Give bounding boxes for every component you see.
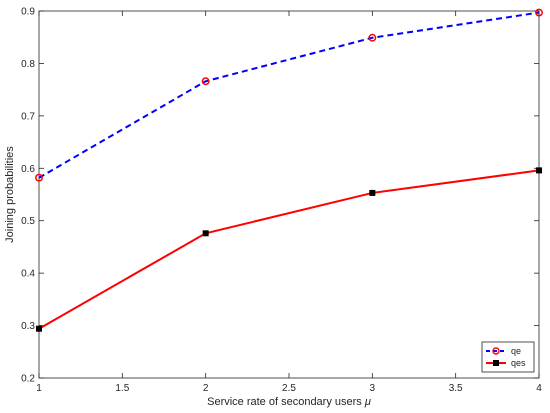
legend-box [481,341,535,373]
x-axis-label: Service rate of secondary users μ [207,396,371,408]
data-point [202,230,209,237]
legend: qe qes [481,341,535,373]
x-tick-label: 2.5 [282,383,296,394]
x-tick-label: 1 [36,383,42,394]
data-point [369,189,376,196]
y-tick-label: 0.6 [21,164,35,175]
x-axis: 1 1.5 2 2.5 3 3.5 4 [36,11,542,394]
x-tick-label: 4 [536,383,542,394]
legend-label: qes [511,358,526,368]
data-point [535,8,543,17]
y-tick-label: 0.3 [21,321,35,332]
plot-area [38,10,540,379]
y-tick-label: 0.4 [21,269,35,280]
data-point [368,33,377,42]
y-axis: 0.2 0.3 0.4 0.5 0.6 0.7 0.8 0.9 [21,7,539,385]
x-tick-label: 3.5 [449,383,463,394]
data-point [36,325,42,332]
series-qe [35,8,543,182]
series-layer [35,8,543,332]
series-qes [36,167,542,332]
legend-marker-qes [493,360,499,366]
data-point [536,167,542,174]
y-tick-label: 0.5 [21,216,35,227]
x-tick-label: 2 [203,383,209,394]
y-tick-label: 0.2 [21,374,35,385]
x-tick-label: 3 [370,383,376,394]
series-line-qes [38,169,540,330]
legend-label: qe [511,346,521,356]
y-tick-label: 0.9 [21,7,35,18]
data-point [201,77,210,86]
data-point [35,173,43,182]
legend-marker-qe [492,347,500,355]
y-tick-label: 0.7 [21,111,35,122]
y-tick-label: 0.8 [21,59,35,70]
y-axis-label: Joining probabilities [4,146,16,243]
x-tick-label: 1.5 [115,383,129,394]
